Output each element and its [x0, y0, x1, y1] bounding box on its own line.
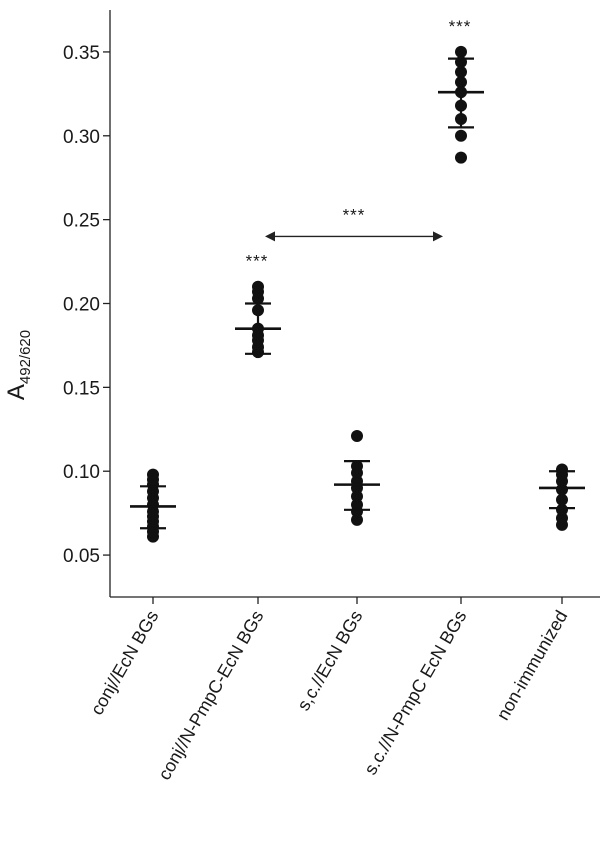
- data-point: [556, 503, 568, 516]
- data-point: [351, 429, 363, 442]
- data-point: [351, 513, 363, 526]
- y-tick-label: 0.35: [63, 43, 100, 64]
- y-tick-label: 0.20: [63, 295, 100, 316]
- y-axis: 0.05 0.10 0.15 0.20 0.25 0.30 0.35: [63, 10, 111, 597]
- arrow-head-left: [265, 231, 275, 242]
- data-point: [455, 151, 467, 164]
- group-4: [539, 463, 585, 531]
- data-point: [455, 129, 467, 142]
- y-tick-label: 0.10: [63, 462, 100, 483]
- data-point: [455, 45, 467, 58]
- comparison-arrow: ***: [265, 205, 443, 242]
- group-2: [334, 429, 380, 526]
- y-axis-label: A492/620: [3, 330, 34, 400]
- x-tick-label: conj//N-PmpC-EcN BGs: [154, 607, 267, 783]
- y-tick-label: 0.05: [63, 546, 100, 567]
- group-0: [130, 468, 176, 543]
- comparison-significance-label: ***: [343, 205, 366, 224]
- data-point: [556, 463, 568, 476]
- significance-label: ***: [449, 17, 472, 36]
- data-point: [252, 280, 264, 293]
- y-tick-label: 0.30: [63, 127, 100, 148]
- plot-area: *** *** ***: [130, 17, 585, 543]
- y-tick-label: 0.15: [63, 378, 100, 399]
- x-tick-label: s,c.//EcN BGs: [293, 607, 366, 714]
- y-axis-label-main: A: [3, 384, 30, 400]
- significance-label: ***: [246, 252, 269, 271]
- x-tick-label: non-immunized: [493, 607, 572, 724]
- data-point: [556, 512, 568, 525]
- arrow-head-right: [433, 231, 443, 242]
- x-tick-label: conj//EcN BGs: [87, 607, 163, 718]
- y-axis-label-subscript: 492/620: [17, 330, 34, 384]
- y-tick-label: 0.25: [63, 211, 100, 232]
- x-tick-label: s.c.//N-PmpC EcN BGs: [360, 607, 470, 778]
- group-3: ***: [438, 17, 484, 164]
- data-point: [147, 468, 159, 481]
- group-1: ***: [235, 252, 281, 359]
